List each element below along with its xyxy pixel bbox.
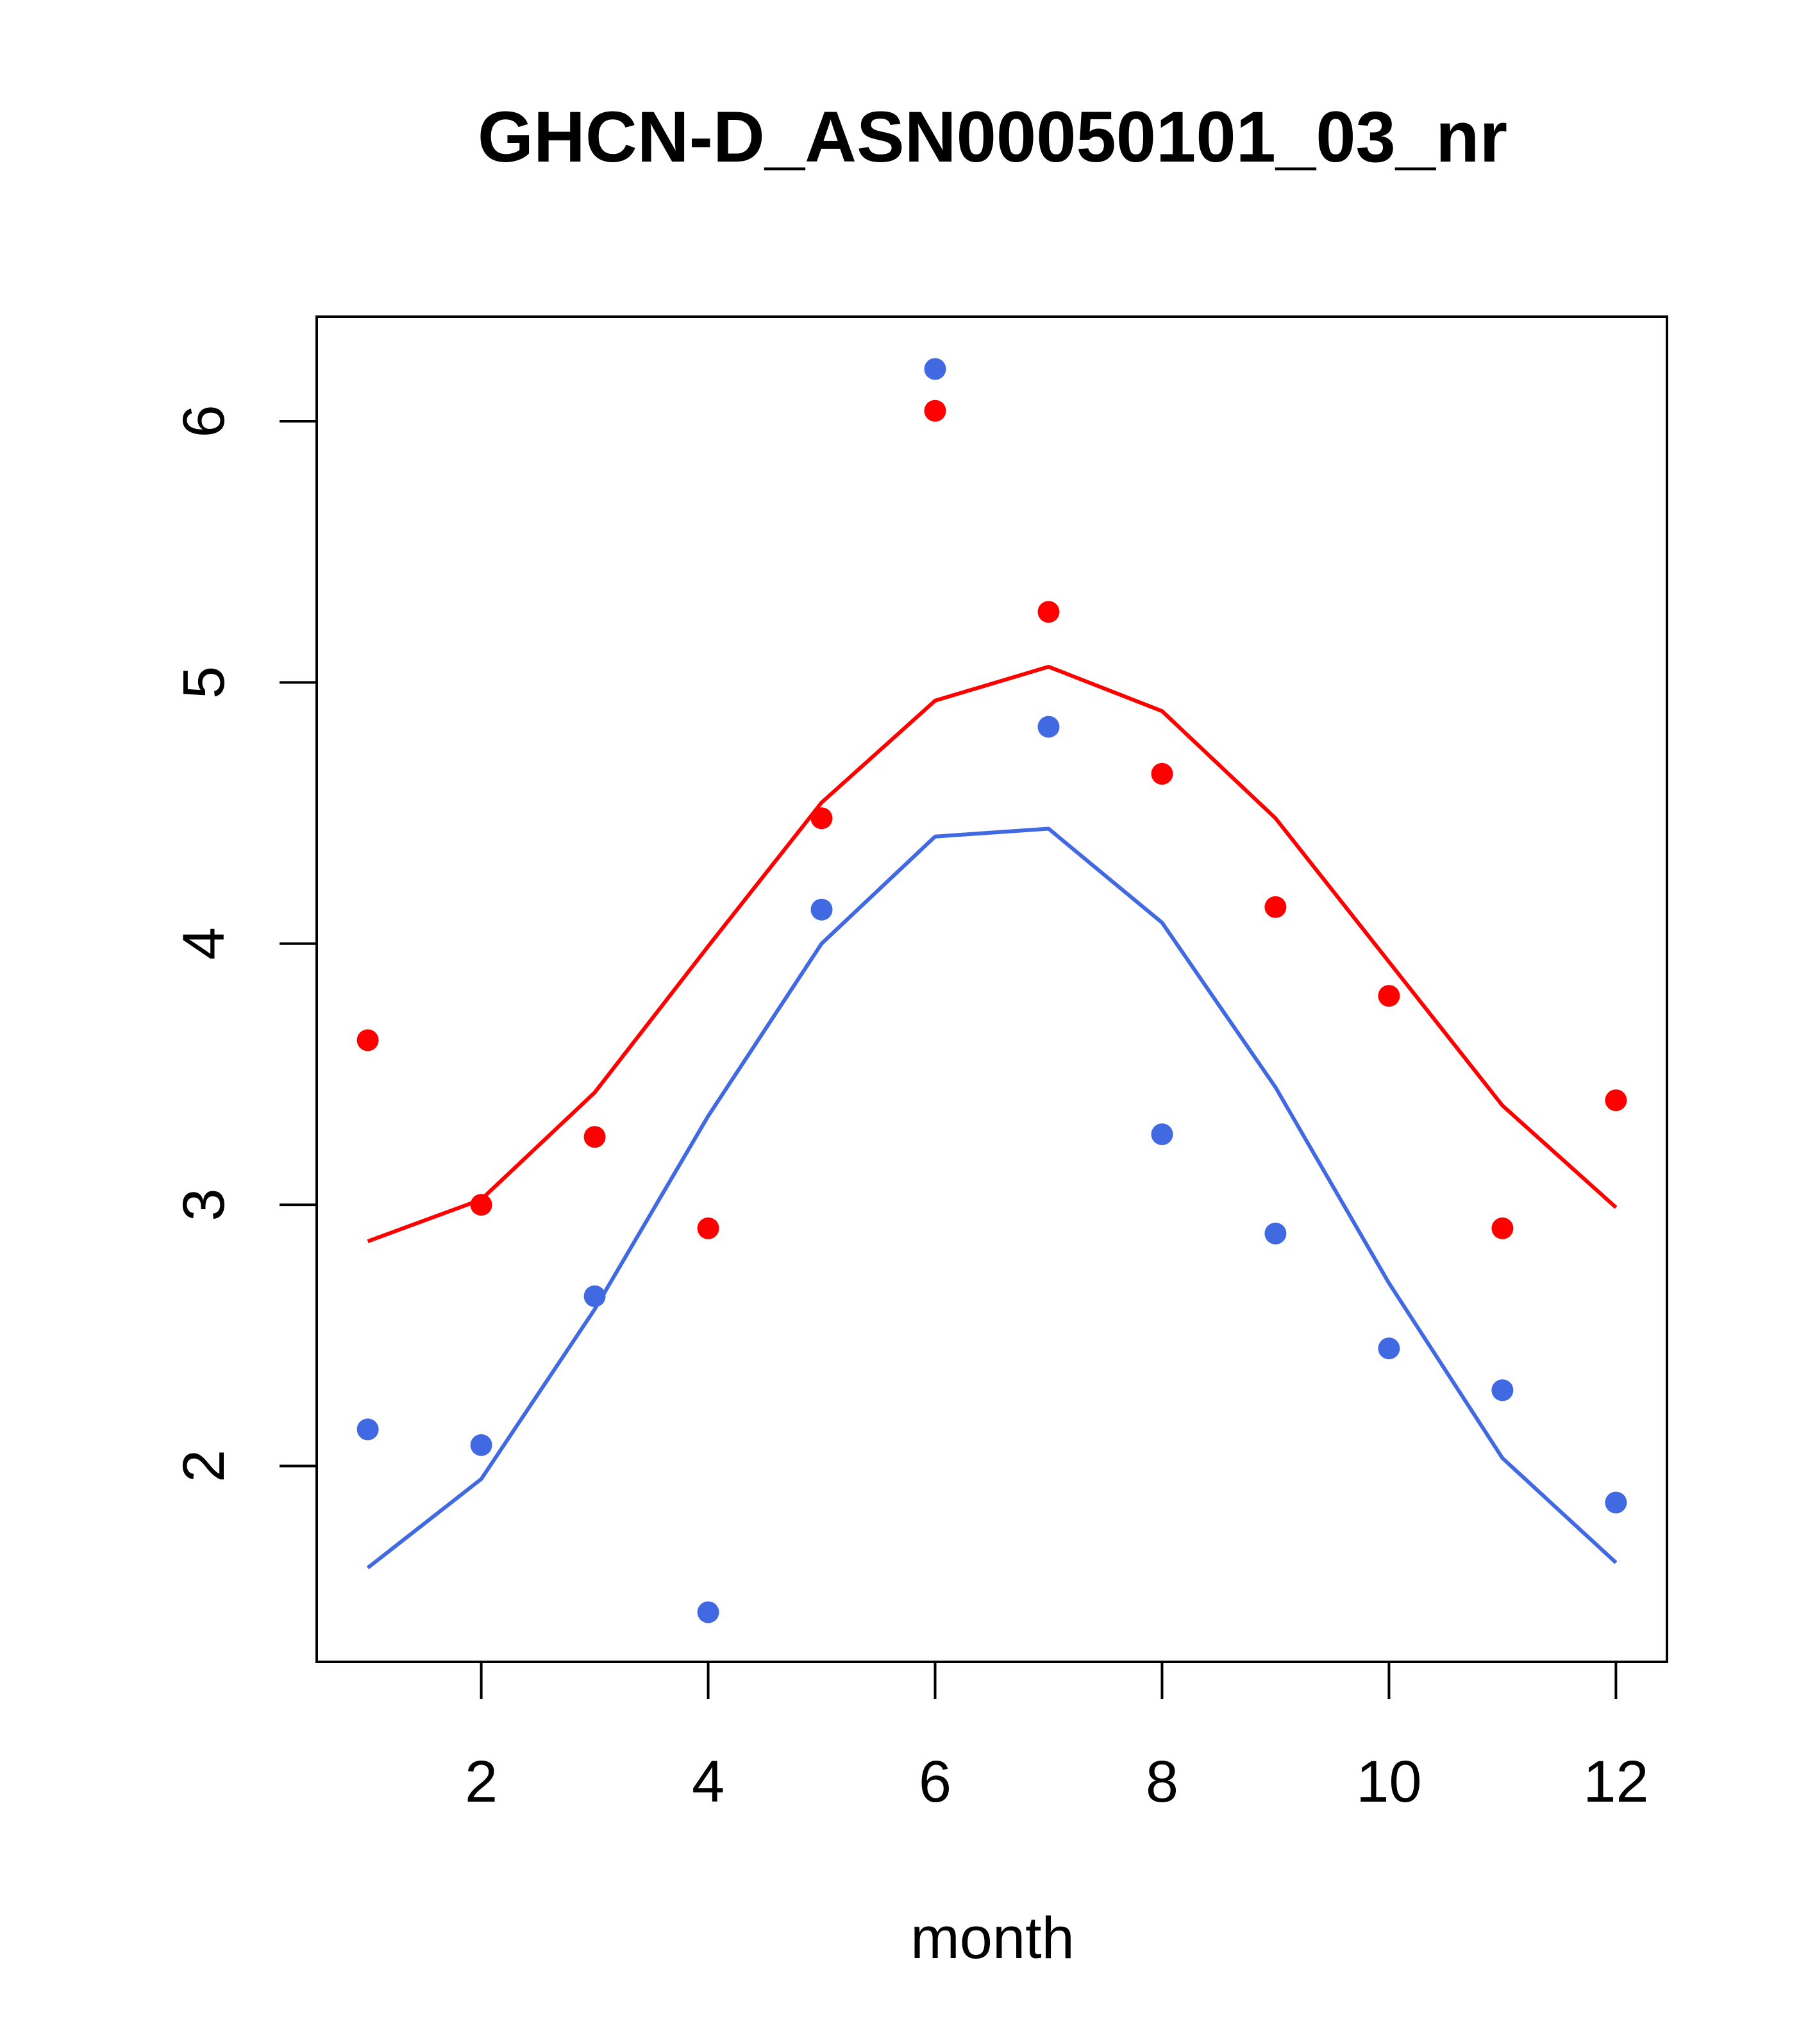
series-1-point <box>1151 762 1173 785</box>
y-tick-label: 3 <box>171 1189 237 1221</box>
series-1-point <box>470 1194 492 1216</box>
series-2-point <box>1605 1491 1627 1514</box>
y-tick-label: 4 <box>171 927 237 960</box>
series-1-point <box>583 1126 606 1148</box>
y-axis: 2 3 4 5 6 <box>171 405 318 1482</box>
x-tick-label: 12 <box>1583 1749 1648 1814</box>
series-1-point <box>1605 1089 1627 1112</box>
plot-frame <box>315 315 1668 1663</box>
series-layer <box>356 358 1627 1623</box>
series-1 <box>356 399 1627 1243</box>
x-tick-label: 6 <box>919 1749 951 1814</box>
series-2-point <box>1378 1337 1400 1360</box>
series-1-point <box>1491 1217 1514 1239</box>
series-2-point <box>1264 1222 1287 1244</box>
series-2-point <box>810 898 833 921</box>
y-tick-label: 2 <box>171 1450 237 1482</box>
series-2-point <box>1491 1379 1514 1402</box>
series-2-point <box>470 1434 492 1456</box>
series-2 <box>356 358 1627 1623</box>
x-tick-label: 8 <box>1146 1749 1178 1814</box>
series-2-point <box>924 358 946 380</box>
x-tick-label: 10 <box>1356 1749 1421 1814</box>
x-tick-label: 2 <box>465 1749 498 1814</box>
series-1-point <box>697 1217 719 1239</box>
y-tick-label: 5 <box>171 666 237 699</box>
series-1-line <box>367 664 1618 1243</box>
y-tick-label: 6 <box>171 405 237 437</box>
series-2-point <box>583 1285 606 1307</box>
chart-title: GHCN-D_ASN00050101_03_nr <box>478 97 1507 177</box>
series-1-point <box>924 399 946 422</box>
series-1-point <box>1264 896 1287 918</box>
series-2-point <box>697 1601 719 1623</box>
series-1-point <box>1037 601 1060 623</box>
x-axis: 2 4 6 8 10 12 <box>465 1661 1649 1814</box>
series-1-point <box>810 807 833 830</box>
series-1-point <box>1378 985 1400 1007</box>
x-tick-label: 4 <box>692 1749 724 1814</box>
series-2-point <box>356 1418 379 1441</box>
series-2-line <box>366 826 1618 1570</box>
x-axis-label: month <box>910 1906 1075 1971</box>
series-2-point <box>1151 1123 1173 1146</box>
series-1-point <box>356 1029 379 1051</box>
series-2-point <box>1037 716 1060 738</box>
